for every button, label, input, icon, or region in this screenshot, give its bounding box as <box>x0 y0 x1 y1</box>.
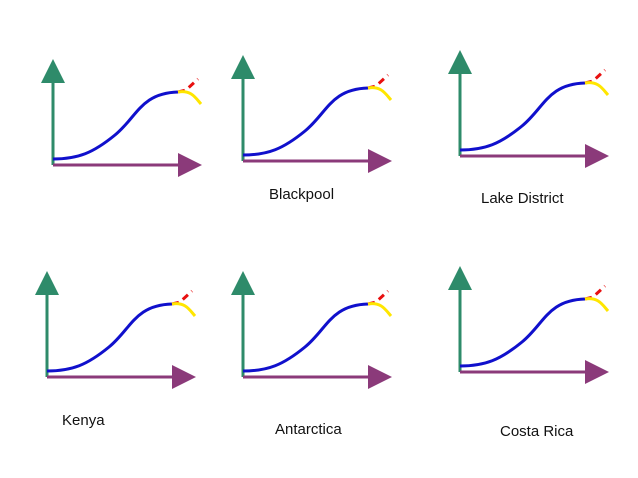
branch-up-dashed <box>177 77 200 94</box>
graph-label-blackpool: Blackpool <box>269 186 335 203</box>
branch-up-dashed <box>584 68 607 85</box>
graph-6 <box>448 266 610 384</box>
graph-3 <box>448 50 610 168</box>
graph-1 <box>41 59 203 177</box>
graph-label-kenya: Kenya <box>62 412 105 429</box>
growth-curve <box>52 90 179 161</box>
branch-down <box>584 81 610 96</box>
graph-label-costa-rica: Costa Rica <box>500 423 574 440</box>
growth-curve <box>459 81 586 152</box>
branch-up-dashed <box>367 289 390 306</box>
branch-down <box>177 90 203 105</box>
graph-label-antarctica: Antarctica <box>275 421 342 438</box>
branch-down <box>171 302 197 317</box>
branch-up-dashed <box>367 73 390 90</box>
graph-label-lake-district: Lake District <box>481 190 564 207</box>
graph-5 <box>231 271 393 389</box>
growth-curve <box>242 86 369 157</box>
growth-curve <box>459 297 586 368</box>
graph-2 <box>231 55 393 173</box>
growth-curve <box>46 302 173 373</box>
branch-down <box>367 86 393 101</box>
branch-down <box>584 297 610 312</box>
branch-up-dashed <box>584 284 607 301</box>
growth-curve <box>242 302 369 373</box>
branch-down <box>367 302 393 317</box>
graph-4 <box>35 271 197 389</box>
branch-up-dashed <box>171 289 194 306</box>
